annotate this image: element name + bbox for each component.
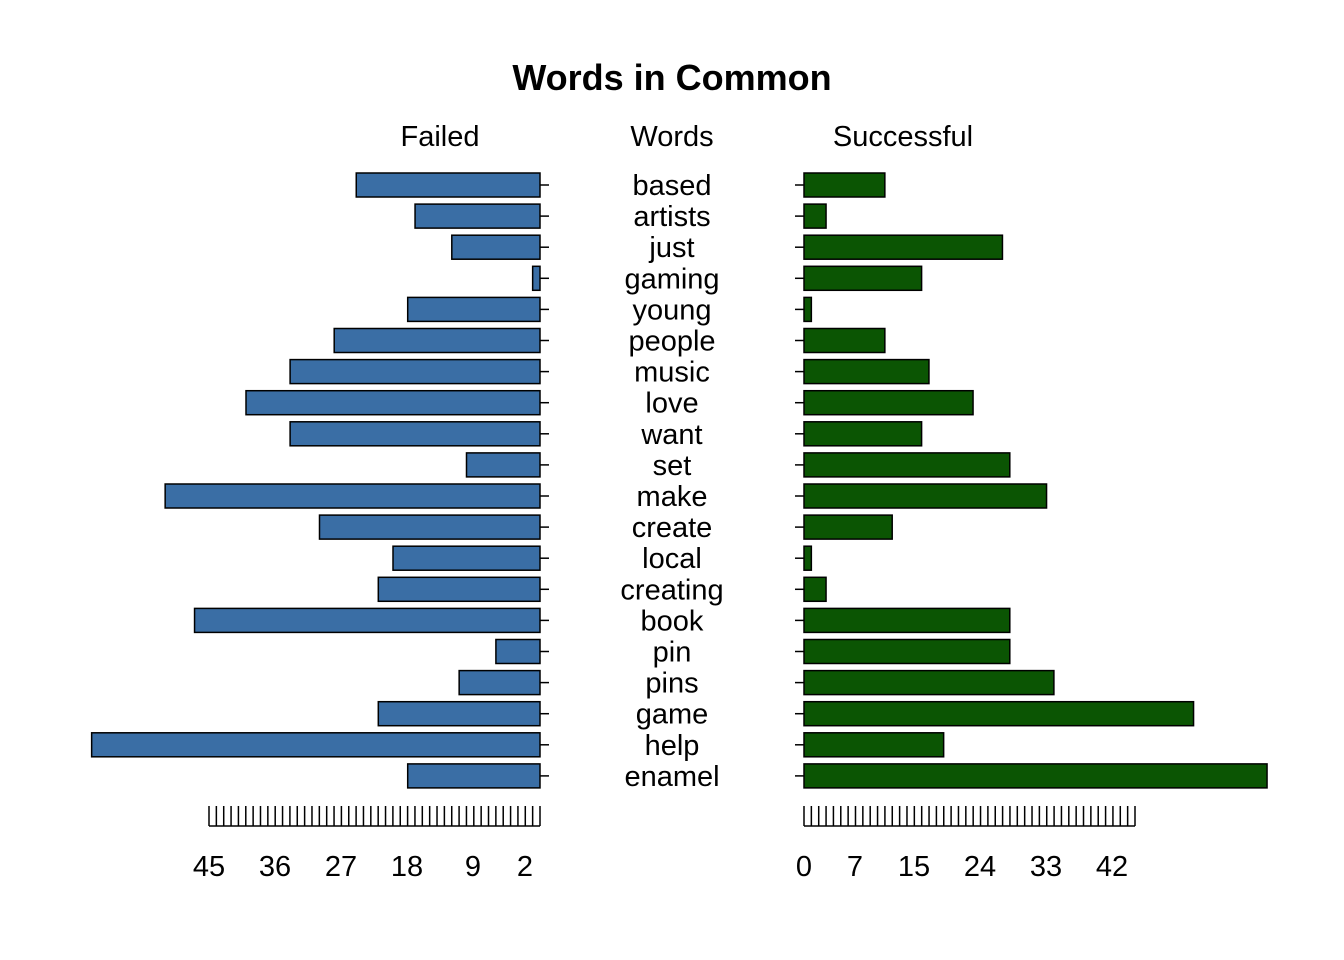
- failed-bars: [90, 172, 549, 789]
- successful-bars: [795, 172, 1268, 789]
- failed-bar-set: [465, 452, 541, 478]
- failed-bar-game: [377, 700, 541, 727]
- word-labels: basedartistsjustgamingyoungpeoplemusiclo…: [620, 170, 723, 793]
- failed-bar-young: [406, 296, 541, 323]
- successful-bar-enamel: [803, 763, 1268, 789]
- successful-bar-gaming: [803, 265, 923, 292]
- failed-bar-based: [355, 172, 541, 198]
- successful-bar-book: [803, 607, 1011, 634]
- failed-bar-pin: [495, 638, 541, 665]
- failed-bar-pins: [458, 669, 541, 696]
- successful-header: Successful: [833, 121, 973, 153]
- failed-bar-local: [392, 545, 541, 571]
- word-label-book: book: [641, 605, 704, 637]
- successful-bar-pin: [803, 638, 1011, 665]
- successful-bar-help: [803, 732, 945, 758]
- failed-bar-book: [193, 607, 541, 634]
- successful-bar-want: [803, 421, 923, 447]
- failed-axis-label: 36: [259, 851, 291, 883]
- word-label-help: help: [645, 730, 700, 762]
- word-label-create: create: [632, 512, 713, 544]
- failed-bar-help: [90, 732, 541, 758]
- word-label-pins: pins: [645, 668, 698, 700]
- successful-bar-creating: [803, 576, 827, 603]
- successful-bar-people: [803, 327, 886, 354]
- failed-bar-want: [289, 421, 541, 447]
- word-label-music: music: [634, 357, 710, 389]
- failed-bar-enamel: [406, 763, 541, 789]
- word-label-just: just: [648, 232, 694, 264]
- successful-axis-label: 7: [847, 851, 863, 883]
- words-header: Words: [630, 121, 713, 153]
- word-label-want: want: [640, 419, 702, 451]
- failed-bar-artists: [414, 203, 541, 229]
- word-label-local: local: [642, 543, 702, 575]
- failed-bar-create: [318, 514, 541, 540]
- successful-bar-based: [803, 172, 886, 198]
- word-label-based: based: [632, 170, 711, 202]
- failed-axis: 45 36 27 18 9 2: [193, 806, 541, 883]
- failed-bar-love: [245, 389, 541, 416]
- successful-axis-label: 42: [1096, 851, 1128, 883]
- chart-title: Words in Common: [512, 57, 831, 98]
- word-label-people: people: [628, 326, 715, 358]
- failed-axis-label: 45: [193, 851, 225, 883]
- successful-bar-local: [803, 545, 813, 571]
- successful-axis-label: 15: [898, 851, 930, 883]
- failed-bar-gaming: [531, 265, 541, 292]
- failed-axis-label: 18: [391, 851, 423, 883]
- word-label-love: love: [645, 388, 698, 420]
- failed-axis-label: 27: [325, 851, 357, 883]
- successful-bar-create: [803, 514, 893, 540]
- successful-bar-love: [803, 389, 974, 416]
- failed-axis-label: 9: [465, 851, 481, 883]
- successful-bar-game: [803, 700, 1195, 727]
- successful-bar-make: [803, 483, 1048, 509]
- word-label-set: set: [653, 450, 692, 482]
- successful-bar-music: [803, 358, 930, 385]
- failed-bar-music: [289, 358, 541, 385]
- word-label-artists: artists: [633, 201, 710, 233]
- word-label-creating: creating: [620, 574, 723, 606]
- successful-axis: 0 7 15 24 33 42: [796, 806, 1136, 883]
- successful-bar-artists: [803, 203, 827, 229]
- successful-bar-set: [803, 452, 1011, 478]
- failed-axis-label: 2: [517, 851, 533, 883]
- word-label-young: young: [632, 294, 711, 326]
- successful-axis-label: 24: [964, 851, 996, 883]
- failed-header: Failed: [401, 121, 480, 153]
- failed-bar-people: [333, 327, 541, 354]
- successful-bar-young: [803, 296, 813, 323]
- successful-axis-label: 0: [796, 851, 812, 883]
- failed-bar-creating: [377, 576, 541, 603]
- word-label-game: game: [636, 699, 709, 731]
- failed-bar-make: [164, 483, 541, 509]
- word-label-enamel: enamel: [624, 761, 719, 793]
- failed-bar-just: [451, 234, 541, 260]
- word-label-make: make: [637, 481, 708, 513]
- successful-bar-just: [803, 234, 1004, 260]
- successful-axis-label: 33: [1030, 851, 1062, 883]
- successful-bar-pins: [803, 669, 1055, 696]
- word-label-pin: pin: [653, 637, 692, 669]
- word-label-gaming: gaming: [624, 263, 719, 295]
